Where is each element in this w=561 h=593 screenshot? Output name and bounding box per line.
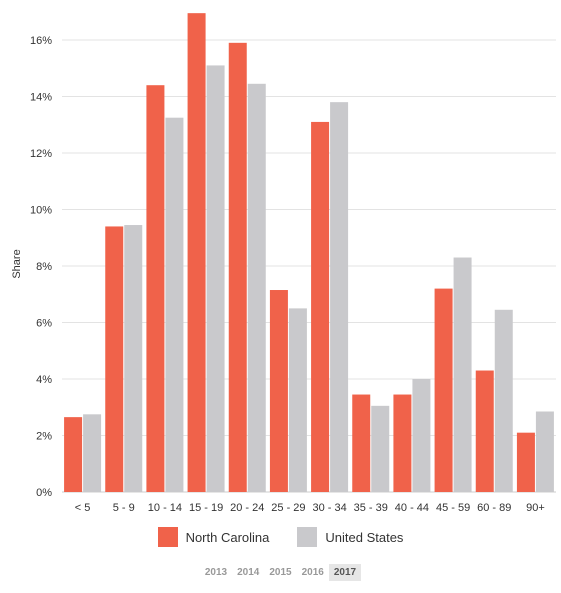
legend-item-north-carolina[interactable]: North Carolina: [157, 527, 270, 547]
year-selector: 2013 2014 2015 2016 2017: [0, 564, 561, 581]
bar[interactable]: [228, 42, 247, 492]
legend-label: North Carolina: [185, 529, 270, 545]
bar[interactable]: [330, 102, 349, 493]
x-tick-label: 45 - 59: [436, 502, 470, 514]
bar[interactable]: [434, 288, 453, 492]
bar[interactable]: [269, 290, 288, 492]
bar[interactable]: [146, 85, 165, 492]
legend-swatch: [297, 527, 318, 547]
x-tick-label: 15 - 19: [189, 502, 223, 514]
x-tick-label: 20 - 24: [230, 502, 264, 514]
bar-chart: 0% 2% 4% 6% 8% 10% 12% 14% 16% Share < 5 5 - 9 10 …: [11, 13, 556, 514]
year-option-2014[interactable]: 2014: [237, 567, 260, 578]
y-axis: 0% 2% 4% 6% 8% 10% 12% 14% 16%: [30, 35, 52, 499]
bar[interactable]: [494, 309, 513, 492]
bar[interactable]: [516, 432, 535, 492]
bar[interactable]: [64, 417, 83, 492]
bar[interactable]: [535, 411, 554, 492]
legend-swatch: [157, 527, 178, 547]
bar[interactable]: [165, 117, 184, 492]
bar[interactable]: [206, 65, 225, 493]
bar[interactable]: [453, 257, 472, 492]
bar[interactable]: [393, 394, 412, 492]
y-tick-label: 0%: [36, 487, 52, 499]
year-option-2016[interactable]: 2016: [301, 567, 324, 578]
x-tick-label: 40 - 44: [395, 502, 429, 514]
gridlines: [62, 39, 556, 493]
year-option-2013[interactable]: 2013: [204, 567, 228, 578]
bar[interactable]: [288, 308, 307, 492]
y-tick-label: 4%: [36, 374, 52, 386]
x-tick-label: < 5: [75, 502, 91, 514]
bar[interactable]: [311, 121, 330, 493]
bar[interactable]: [412, 379, 431, 492]
legend-label: United States: [325, 529, 404, 545]
bar[interactable]: [475, 370, 494, 492]
bar[interactable]: [187, 13, 206, 492]
bar[interactable]: [352, 394, 371, 492]
bar[interactable]: [105, 226, 124, 492]
x-tick-label: 5 - 9: [113, 502, 135, 514]
bars: [64, 13, 554, 493]
x-axis: < 5 5 - 9 10 - 14 15 - 19 20 - 24 25 - 29 30 -…: [75, 502, 545, 514]
x-tick-label: 35 - 39: [354, 502, 388, 514]
x-tick-label: 60 - 89: [477, 502, 511, 514]
bar[interactable]: [83, 414, 102, 492]
y-tick-label: 14%: [30, 92, 52, 104]
y-tick-label: 8%: [36, 261, 52, 273]
x-tick-label: 25 - 29: [271, 502, 305, 514]
y-tick-label: 2%: [36, 431, 52, 443]
x-tick-label: 10 - 14: [148, 502, 182, 514]
x-tick-label: 90+: [526, 502, 545, 514]
y-tick-label: 12%: [30, 148, 52, 160]
bar[interactable]: [371, 405, 390, 492]
legend: North Carolina United States: [0, 527, 561, 547]
year-option-2017[interactable]: 2017: [328, 564, 362, 581]
y-axis-label: Share: [11, 249, 23, 278]
y-tick-label: 6%: [36, 318, 52, 330]
year-option-2015[interactable]: 2015: [269, 567, 292, 578]
y-tick-label: 10%: [30, 205, 52, 217]
x-tick-label: 30 - 34: [312, 502, 346, 514]
bar[interactable]: [247, 83, 266, 492]
legend-item-united-states[interactable]: United States: [297, 527, 403, 547]
bar[interactable]: [124, 225, 143, 492]
y-tick-label: 16%: [30, 35, 52, 47]
